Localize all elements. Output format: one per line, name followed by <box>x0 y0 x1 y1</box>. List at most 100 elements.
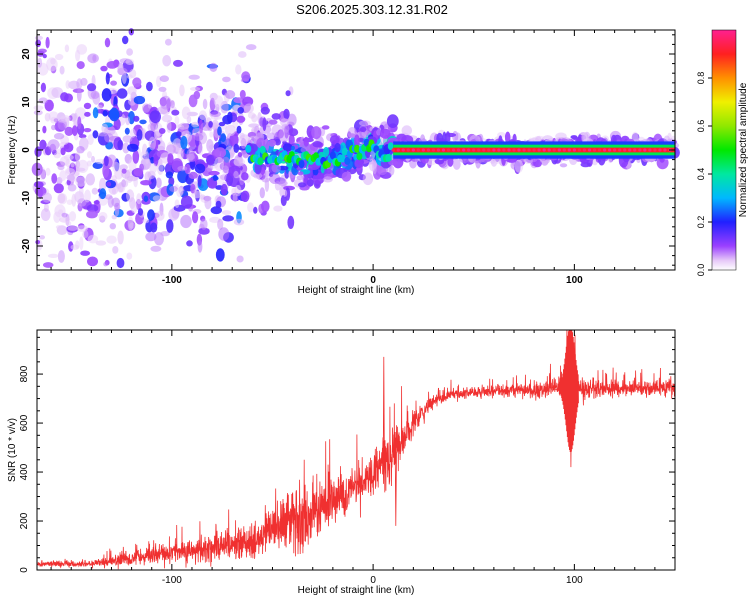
spectrogram-cell <box>65 220 72 226</box>
spectrogram-cell <box>111 175 117 182</box>
spectrogram-cell <box>248 123 260 128</box>
spectrogram-cell <box>220 183 228 196</box>
snr-y-ticks: 0 200 400 600 800 <box>19 336 675 573</box>
spectrogram-cell <box>119 164 128 171</box>
spectrogram-cell <box>70 244 80 250</box>
spectrogram-band-peak <box>562 148 566 152</box>
spectrogram-cell <box>282 189 288 197</box>
spectrogram-cell <box>287 215 295 229</box>
spectrogram-cell <box>174 116 180 125</box>
spectrogram-cell <box>122 135 133 143</box>
spectrogram-x-ticks: -100 0 100 <box>50 30 676 286</box>
spectrogram-cell <box>159 75 169 82</box>
spectrogram-cell <box>33 109 43 116</box>
spectrogram-cell <box>210 206 222 215</box>
spectrogram-cell <box>329 135 340 145</box>
spectrogram-cell <box>181 106 191 120</box>
spectrogram-cell <box>559 163 568 168</box>
spectrogram-cell <box>87 83 97 92</box>
spectrogram-cell <box>63 142 74 153</box>
spectrogram-cell <box>53 183 64 194</box>
spectrogram-cell <box>114 202 121 211</box>
colorbar: 0.0 0.2 0.4 0.6 0.8 Normalized spectral ampl… <box>696 29 749 276</box>
spectrogram-cell <box>198 227 210 235</box>
spectrogram-cell <box>99 188 107 200</box>
spectrogram-x-tick-label: 0 <box>370 275 376 286</box>
snr-y-tick-label: 800 <box>19 365 30 382</box>
spectrogram-ridge-cell <box>341 147 348 156</box>
spectrogram-cell <box>169 185 178 192</box>
spectrogram-cell <box>388 159 399 166</box>
spectrogram-cell <box>95 158 106 164</box>
spectrogram-cell <box>359 126 367 133</box>
spectrogram-cell <box>251 114 258 123</box>
spectrogram-cell <box>273 205 283 212</box>
spectrogram-band-peak <box>613 148 617 152</box>
spectrogram-cell <box>168 208 180 221</box>
spectrogram-cell <box>225 124 236 137</box>
spectrogram-cell <box>86 210 98 219</box>
spectrogram-cell <box>74 152 81 162</box>
spectrogram-cell <box>175 131 182 137</box>
spectrogram-cell <box>268 139 277 147</box>
spectrogram-cell <box>60 92 69 102</box>
spectrogram-cell <box>354 158 363 169</box>
spectrogram-cell <box>85 173 96 186</box>
spectrogram-cell <box>54 53 64 61</box>
spectrogram-cell <box>260 106 270 115</box>
spectrogram-cell <box>149 110 161 124</box>
spectrogram-cell <box>208 121 214 128</box>
spectrogram-cell <box>71 193 77 207</box>
spectrogram-cell <box>311 126 322 140</box>
spectrogram-band-peak <box>663 148 667 152</box>
spectrogram-cell <box>362 172 374 186</box>
spectrogram-cell <box>341 171 352 182</box>
spectrogram-cell <box>59 65 65 75</box>
spectrogram-band-peak <box>452 148 456 152</box>
spectrogram-cell <box>73 112 79 127</box>
spectrogram-cell <box>224 90 236 99</box>
spectrogram-cell <box>59 170 67 182</box>
spectrogram-cell <box>174 199 180 208</box>
spectrogram-cell <box>98 212 108 221</box>
spectrogram-cell <box>166 119 172 133</box>
snr-y-tick-label: 0 <box>19 567 30 573</box>
spectrogram-band-peak <box>497 148 501 152</box>
spectrogram-cell <box>55 225 63 230</box>
spectrogram-cell <box>186 240 193 247</box>
spectrogram-cell <box>166 219 174 233</box>
spectrogram-cell <box>188 94 198 108</box>
snr-y-tick-label: 400 <box>19 463 30 480</box>
spectrogram-cell <box>103 262 108 267</box>
spectrogram-cell <box>86 204 99 213</box>
spectrogram-cell <box>323 146 330 157</box>
spectrogram-cell <box>192 211 199 224</box>
spectrogram-cell <box>368 158 377 172</box>
spectrogram-cell <box>140 180 152 186</box>
spectrogram-cell <box>127 86 137 96</box>
spectrogram-cell <box>253 172 263 179</box>
spectrogram-cell <box>280 194 287 207</box>
spectrogram-cell <box>285 90 291 97</box>
spectrogram-cell <box>44 112 51 122</box>
snr-plot-area <box>37 330 675 570</box>
spectrogram-cell <box>132 150 140 164</box>
spectrogram-cell <box>504 131 511 144</box>
spectrogram-cell <box>220 133 226 143</box>
spectrogram-cell <box>101 88 112 102</box>
spectrogram-cell <box>200 218 208 230</box>
spectrogram-cell <box>306 179 314 187</box>
spectrogram-cell <box>204 196 212 210</box>
spectrogram-cell <box>234 184 242 197</box>
spectrogram-cell <box>106 235 117 244</box>
spectrogram-cell <box>380 128 391 139</box>
spectrogram-cell <box>236 125 242 134</box>
spectrogram-band-peak <box>633 148 637 152</box>
spectrogram-cell <box>156 161 164 175</box>
spectrogram-band-peak <box>462 148 466 152</box>
spectrogram-cell <box>280 118 290 127</box>
spectrogram-band-peak <box>582 148 587 152</box>
spectrogram-cell <box>401 125 413 136</box>
snr-y-label: SNR (10 * v/v) <box>7 418 18 482</box>
